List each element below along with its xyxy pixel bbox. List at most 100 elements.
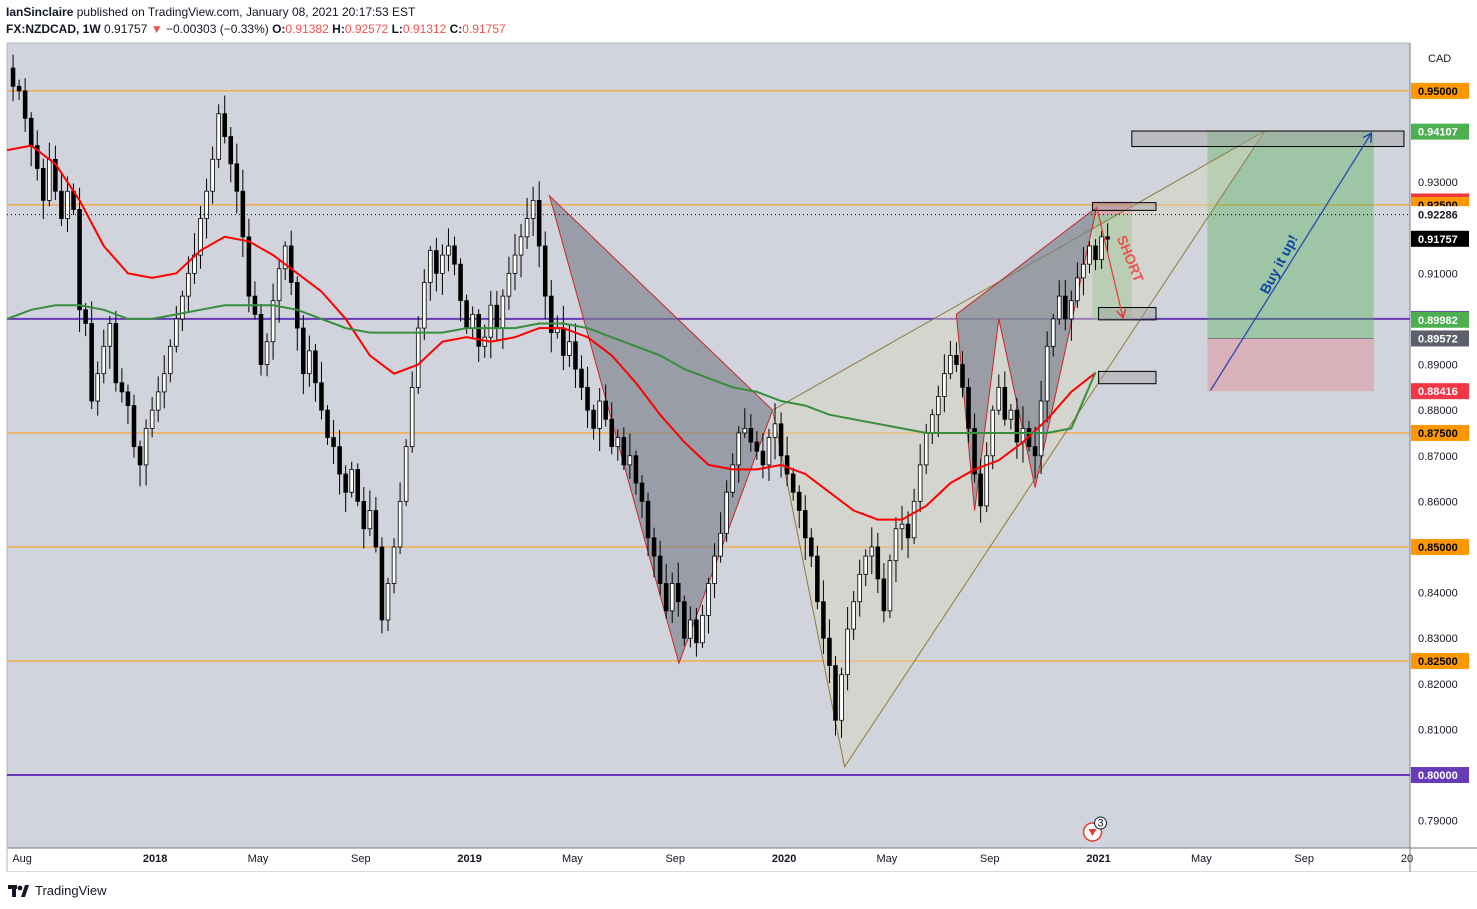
candle-body-up xyxy=(186,272,191,297)
candle-body-up xyxy=(887,560,893,612)
candle xyxy=(936,385,941,438)
candle-body-up xyxy=(264,341,270,365)
candle xyxy=(95,361,100,416)
candle-body-down xyxy=(343,473,348,493)
candle-body-down xyxy=(452,245,457,265)
candle-body-up xyxy=(627,455,633,466)
low-value: 0.91312 xyxy=(402,22,447,36)
candle xyxy=(639,475,645,518)
price-tag-bg xyxy=(1411,123,1469,140)
candle xyxy=(22,78,28,133)
candle-body-down xyxy=(379,546,385,621)
candle xyxy=(1002,371,1008,426)
candle xyxy=(119,368,125,403)
candle xyxy=(1081,247,1086,296)
candle-body-down xyxy=(337,446,342,475)
candle xyxy=(790,467,796,501)
candle-body-down xyxy=(561,327,566,356)
candle xyxy=(597,387,602,452)
candle xyxy=(391,538,397,594)
candle xyxy=(282,241,288,280)
short-position-target-zone xyxy=(1092,214,1132,320)
candle xyxy=(107,315,113,369)
candle xyxy=(1087,241,1092,274)
candle xyxy=(89,301,94,410)
candle-body-down xyxy=(972,427,977,475)
candle xyxy=(276,259,282,323)
time-tick-label: May xyxy=(248,853,269,865)
zone-box-3 xyxy=(1098,307,1157,321)
candle xyxy=(675,562,681,617)
tradingview-brand[interactable]: TradingView xyxy=(8,883,107,898)
candle xyxy=(434,237,439,292)
candle-body-up xyxy=(724,491,729,534)
candle xyxy=(815,545,820,610)
candle-body-down xyxy=(331,437,336,448)
candle xyxy=(1093,239,1098,271)
candle-body-down xyxy=(694,619,699,644)
candle xyxy=(754,431,760,460)
candle-body-up xyxy=(168,345,173,375)
price-tag-label: 0.89982 xyxy=(1418,315,1458,327)
candle-body-up xyxy=(403,446,409,502)
candle-body-up xyxy=(766,437,772,466)
time-tick-label: 2018 xyxy=(143,853,167,865)
candle-body-down xyxy=(536,199,542,247)
candle-body-up xyxy=(942,373,947,397)
candle xyxy=(143,419,149,486)
candle xyxy=(802,495,808,561)
maple-leaf-icon xyxy=(1088,829,1097,837)
candle xyxy=(821,580,826,655)
symbol-legend: FX:NZDCAD, 1W 0.91757 ▼ −0.00303 (−0.33%… xyxy=(6,22,506,36)
candle xyxy=(591,404,596,440)
price-tick-label: 0.81000 xyxy=(1418,724,1458,736)
high-value: 0.92572 xyxy=(344,22,389,36)
candle-body-down xyxy=(954,355,959,365)
candle xyxy=(536,181,542,268)
candle-body-down xyxy=(458,263,463,302)
candle xyxy=(246,218,252,313)
candle-body-down xyxy=(313,350,318,384)
candle-body-up xyxy=(530,199,536,219)
candle-body-down xyxy=(83,309,88,324)
candle xyxy=(960,351,965,398)
candle-body-down xyxy=(802,510,808,539)
candle-body-down xyxy=(815,555,820,603)
tradingview-logo-icon xyxy=(8,884,29,897)
candle-body-down xyxy=(573,341,578,370)
time-tick-label: 2020 xyxy=(772,853,796,865)
candle-body-up xyxy=(857,573,862,603)
price-axis-background xyxy=(1410,43,1477,848)
candle-body-down xyxy=(645,500,651,539)
candle-body-up xyxy=(500,295,506,329)
candle xyxy=(264,333,270,377)
candle xyxy=(228,127,234,183)
price-tag-label: 0.89572 xyxy=(1418,333,1458,345)
candle-body-down xyxy=(657,555,663,584)
candle xyxy=(59,174,64,227)
candle xyxy=(833,655,838,736)
candle xyxy=(615,429,621,461)
candle xyxy=(809,528,814,568)
chart-canvas[interactable]: SHORT Buy it up!0.930000.910000.890000.88… xyxy=(0,0,1477,872)
price-tag-bg xyxy=(1411,383,1469,400)
candle xyxy=(421,269,427,341)
candle-body-up xyxy=(198,218,203,256)
candle xyxy=(524,197,530,249)
candle-body-down xyxy=(875,546,881,580)
candle-body-up xyxy=(899,523,905,530)
candle xyxy=(742,408,748,439)
candle xyxy=(198,206,203,269)
candle xyxy=(1105,223,1110,254)
candle-body-down xyxy=(125,391,131,406)
price-tag-label: 0.92286 xyxy=(1418,210,1458,222)
candle xyxy=(851,591,856,640)
candles-group xyxy=(10,54,1110,738)
candle-body-up xyxy=(1008,409,1014,420)
candle xyxy=(113,310,119,392)
author-name[interactable]: IanSinclaire xyxy=(6,5,74,19)
candle-body-down xyxy=(1002,386,1008,420)
candle-body-down xyxy=(603,400,608,420)
moving-average-long xyxy=(6,304,1097,434)
symbol-name[interactable]: FX:NZDCAD, 1W xyxy=(6,22,101,36)
